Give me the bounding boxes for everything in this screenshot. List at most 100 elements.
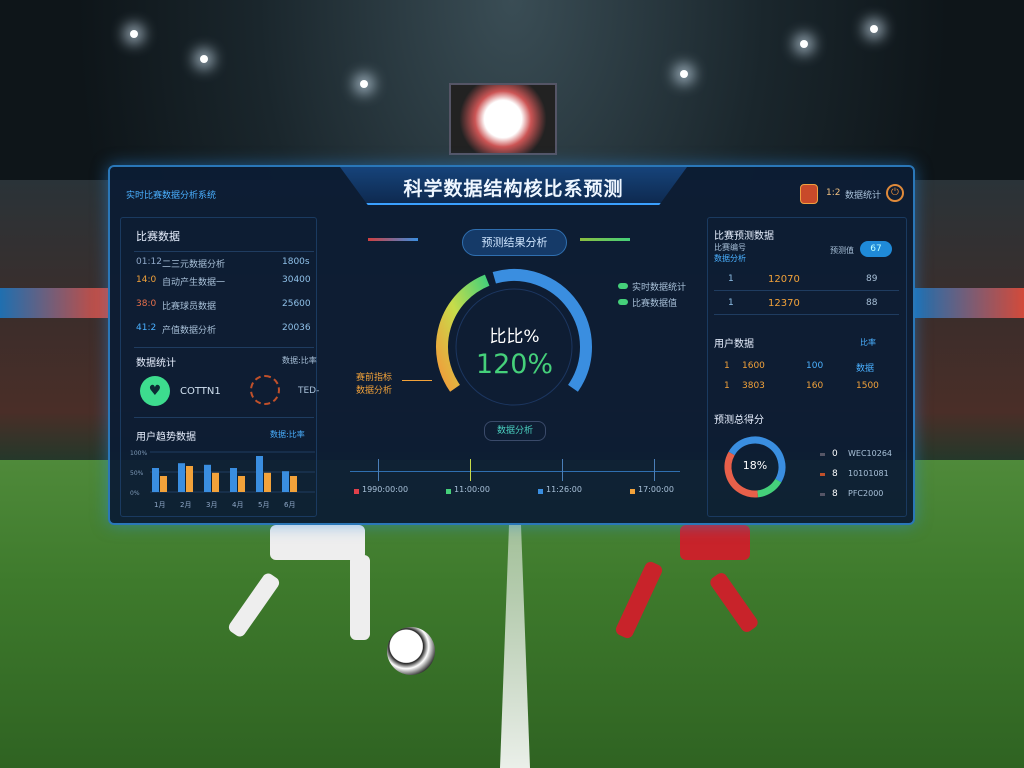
bar [212, 472, 219, 492]
floodlight [200, 55, 208, 63]
user-col-c: 100 [806, 361, 824, 371]
bar [186, 466, 193, 492]
stats-value: COTTN1 [180, 386, 221, 397]
score-donut [724, 436, 786, 498]
trend-bar-chart: 100% 50% 0% 1月 2月 3月 4月 5月 6月 [130, 450, 315, 509]
user-col-a: 1 [724, 381, 730, 391]
legend-number: 8 [832, 489, 838, 499]
shield-heart-icon: ♥ [140, 376, 170, 406]
legend-number: 0 [832, 449, 838, 459]
data-pill-button[interactable]: 数据分析 [484, 421, 546, 441]
legend-swatch [618, 299, 628, 305]
legend-text: PFC2000 [848, 489, 884, 498]
player-leg [350, 555, 370, 640]
timeline-marker [446, 489, 451, 494]
page-title: 科学数据结构核比系预测 [403, 178, 624, 200]
score: 1:2 [826, 188, 841, 198]
legend-bar [368, 238, 418, 241]
bar [256, 456, 263, 492]
pred-title: 比赛预测数据 [714, 231, 774, 242]
title-banner [340, 167, 687, 205]
user-meta: 比率 [860, 338, 876, 347]
bar [230, 468, 237, 492]
user-col-b: 3803 [742, 381, 765, 391]
timeline-tick [562, 459, 563, 481]
right-column [707, 217, 907, 517]
timeline-label: 11:26:00 [546, 485, 582, 494]
timeline-tick [654, 459, 655, 481]
timeline-label: 11:00:00 [454, 485, 490, 494]
gauge-note-1: 赛前指标 [356, 373, 393, 383]
bar [152, 468, 159, 492]
prediction-toggle[interactable]: 67 [860, 241, 892, 257]
analyze-button[interactable]: 预测结果分析 [462, 229, 567, 256]
ad-board-left [0, 288, 108, 318]
row-value: 1800s [282, 257, 310, 267]
gauge-value: 120% [475, 349, 554, 380]
x-tick-label: 3月 [206, 501, 217, 509]
gauge-inner-ring [455, 288, 573, 406]
stats-meta: 数据:比率 [282, 356, 317, 365]
user-col-a: 1 [724, 361, 730, 371]
x-tick-label: 4月 [232, 501, 243, 509]
gauge-note-2: 数据分析 [356, 386, 393, 396]
x-tick-label: 1月 [154, 501, 165, 509]
floodlight [800, 40, 808, 48]
dashboard-panel: 科学数据结构核比系预测 实时比赛数据分析系统 1:2 数据统计 ⏻ 比赛数据 数… [108, 165, 915, 525]
pred-col-b: 12370 [768, 298, 800, 309]
bar [238, 476, 245, 492]
timeline-tick [378, 459, 379, 481]
row-label: 产值数据分析 [162, 326, 217, 336]
ring-indicator [250, 375, 280, 405]
donut-segment [724, 436, 786, 498]
gauge-arc-progress [436, 274, 490, 392]
row-time: 41:2 [136, 323, 157, 333]
gauge [436, 269, 592, 406]
row-label: 比赛球员数据 [162, 302, 217, 312]
legend-swatch [820, 473, 825, 476]
x-tick-label: 5月 [258, 501, 269, 509]
timeline-axis [350, 471, 680, 472]
stats-side: TED- [298, 386, 320, 396]
legend-item: 比赛数据值 [632, 299, 678, 309]
row-value: 20036 [282, 323, 311, 333]
bar [290, 476, 297, 492]
row-value: 30400 [282, 275, 311, 285]
row-label: 二三元数据分析 [162, 260, 226, 270]
bar [264, 472, 271, 492]
divider [134, 417, 314, 418]
floodlight [360, 80, 368, 88]
divider [714, 314, 899, 315]
soccer-ball [387, 627, 435, 675]
player-shorts [680, 525, 750, 560]
timeline-marker [538, 489, 543, 494]
pred-col-b: 12070 [768, 274, 800, 285]
trend-title: 用户趋势数据 [136, 432, 196, 443]
power-icon[interactable]: ⏻ [886, 184, 904, 202]
user-col-d: 数据 [856, 364, 875, 374]
bar [282, 471, 289, 492]
pred-sub-1: 比赛编号 [714, 243, 746, 252]
legend-text: 10101081 [848, 469, 889, 478]
x-tick-label: 2月 [180, 501, 191, 509]
legend-text: WEC10264 [848, 449, 892, 458]
gauge-label: 比比% [489, 327, 540, 347]
score-title: 预测总得分 [714, 415, 764, 426]
pred-sub-2: 数据分析 [714, 254, 746, 263]
bar [178, 463, 185, 492]
gauge-arc-remaining [492, 269, 592, 392]
y-tick-label: 50% [130, 470, 144, 477]
legend-swatch [820, 493, 825, 496]
pred-col-a: 1 [728, 274, 734, 284]
timeline-marker [354, 489, 359, 494]
timeline-marker [630, 489, 635, 494]
floodlight [130, 30, 138, 38]
team-badge-icon [800, 184, 818, 204]
y-tick-label: 100% [130, 450, 147, 457]
ad-board-right [915, 288, 1024, 318]
trend-legend: 数据:比率 [270, 430, 305, 439]
pred-col-c: 88 [866, 298, 878, 308]
legend-item: 实时数据统计 [632, 283, 687, 293]
left-column [120, 217, 317, 517]
user-col-c: 160 [806, 381, 824, 391]
